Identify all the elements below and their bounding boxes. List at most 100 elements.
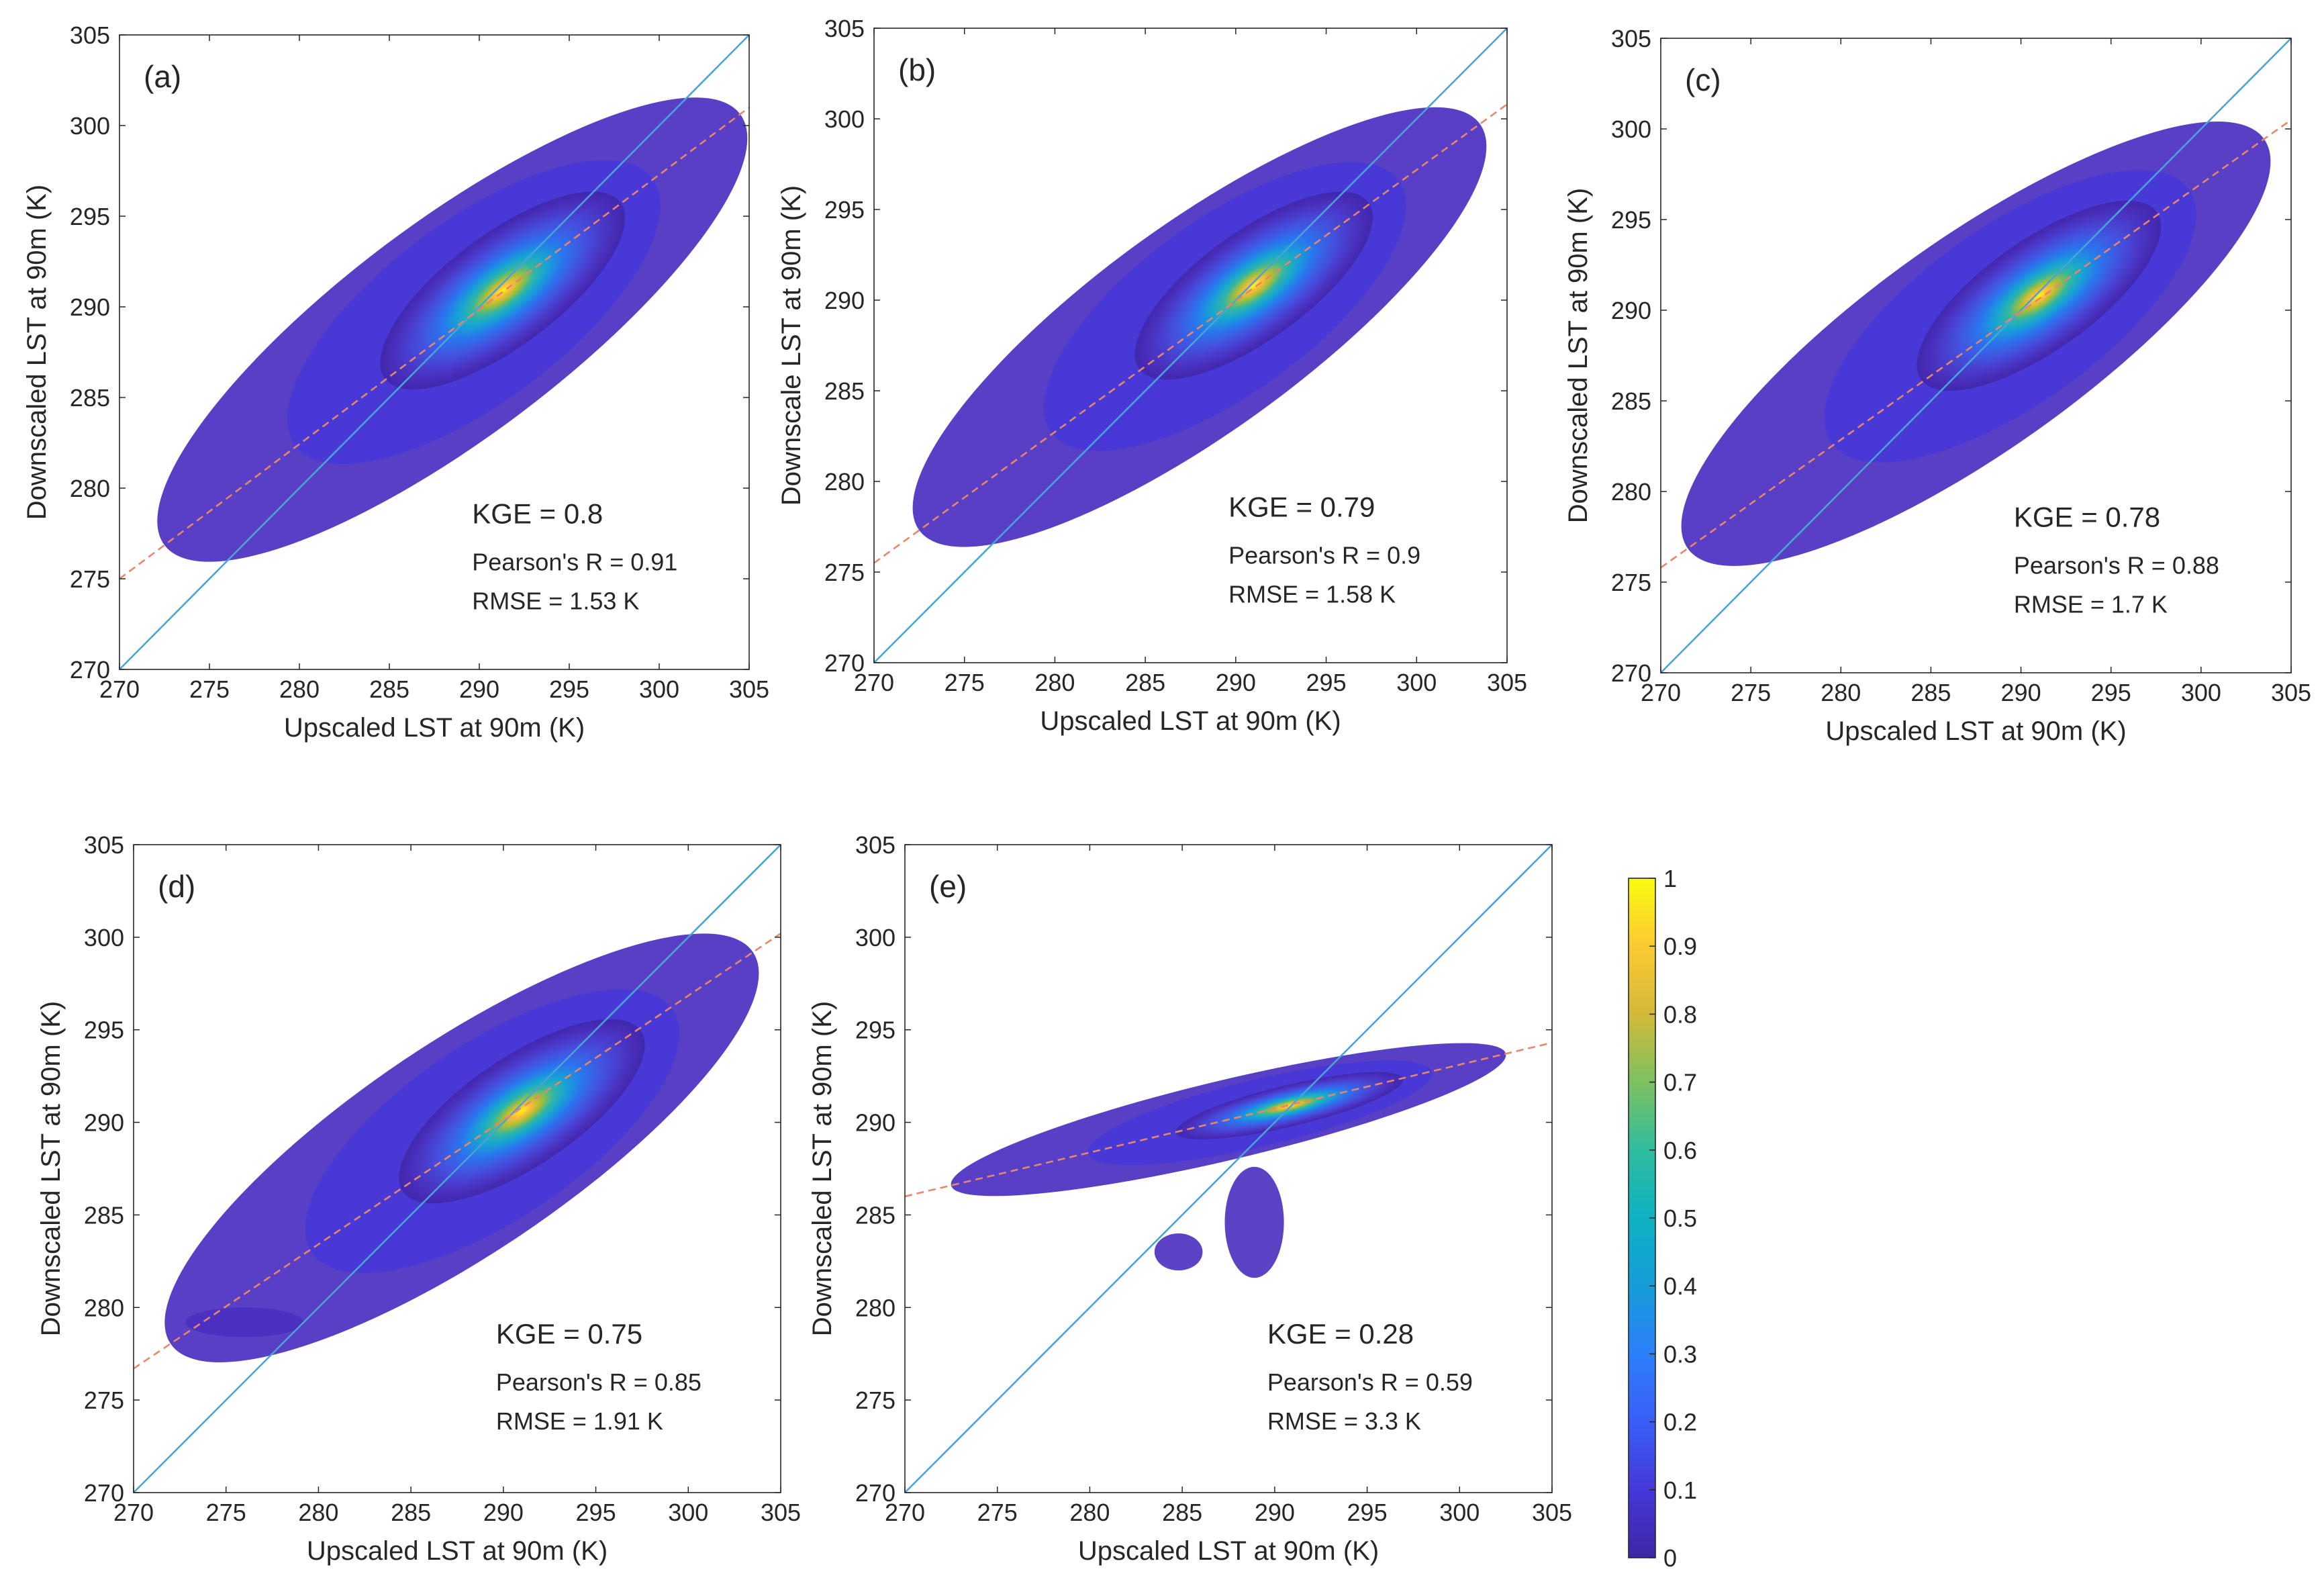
density-peak [399, 1019, 645, 1204]
x-tick-label: 300 [639, 675, 679, 703]
x-tick-label: 305 [761, 1499, 801, 1526]
colorbar-tick-label: 0.9 [1663, 933, 1697, 960]
kge-text: KGE = 0.8 [472, 498, 603, 530]
x-tick-label: 280 [279, 675, 320, 703]
x-tick-label: 295 [549, 675, 589, 703]
y-tick-label: 295 [84, 1017, 124, 1044]
y-tick-label: 305 [84, 831, 124, 859]
regression-fit-line [133, 933, 781, 1370]
pearson-r-text: Pearson's R = 0.85 [496, 1368, 701, 1396]
y-tick-label: 305 [70, 21, 110, 49]
y-tick-label: 290 [84, 1109, 124, 1137]
panel-b: 270 275 280 285 290 295 300 305 270 275 280 285 290 2… [777, 15, 1527, 736]
y-tick-label: 300 [855, 924, 895, 951]
x-tick-label: 285 [369, 675, 409, 703]
rmse-text: RMSE = 1.7 K [2014, 591, 2168, 618]
colorbar-tick-label: 1 [1663, 865, 1677, 892]
x-tick-label: 270 [1641, 679, 1681, 706]
axes-frame [1660, 38, 2292, 673]
colorbar-tick-label: 0.5 [1663, 1205, 1697, 1232]
x-tick-label: 275 [1731, 679, 1771, 706]
panel-label: (d) [158, 869, 195, 904]
y-tick-label: 270 [824, 649, 865, 677]
y-tick-label: 275 [855, 1387, 895, 1414]
x-tick-label: 290 [1216, 669, 1256, 696]
y-axis-label: Downscaled LST at 90m (K) [22, 185, 52, 520]
x-axis-label: Upscaled LST at 90m (K) [307, 1536, 608, 1566]
y-tick-label: 300 [824, 105, 865, 133]
pearson-r-text: Pearson's R = 0.9 [1228, 542, 1420, 569]
x-tick-label: 290 [483, 1499, 524, 1526]
y-tick-label: 295 [1611, 206, 1651, 234]
y-tick-label: 300 [70, 112, 110, 140]
x-tick-label: 295 [2091, 679, 2131, 706]
pearson-r-text: Pearson's R = 0.91 [472, 549, 677, 576]
colorbar-tick-label: 0.8 [1663, 1000, 1697, 1028]
y-tick-label: 275 [824, 559, 865, 586]
panel-label: (e) [929, 869, 967, 904]
y-tick-label: 300 [1611, 115, 1651, 143]
y-tick-label: 275 [1611, 569, 1651, 596]
one-to-one-line [119, 34, 750, 670]
x-tick-label: 290 [459, 675, 499, 703]
x-tick-label: 295 [576, 1499, 616, 1526]
colorbar: 0 0.1 0.2 0.3 0.4 0.5 0.6 0.7 0.8 0.9 1 [1628, 865, 1697, 1572]
x-tick-label: 300 [1439, 1499, 1480, 1526]
x-tick-label: 305 [729, 675, 769, 703]
y-tick-label: 285 [824, 377, 865, 405]
rmse-text: RMSE = 1.53 K [472, 588, 639, 615]
colorbar-tick-label: 0 [1663, 1544, 1677, 1572]
x-axis-label: Upscaled LST at 90m (K) [1825, 716, 2126, 746]
one-to-one-line [1660, 38, 2292, 673]
x-axis-label: Upscaled LST at 90m (K) [1040, 706, 1341, 736]
colorbar-tick-label: 0.4 [1663, 1272, 1697, 1300]
panel-e: 270 275 280 285 290 295 300 305 270 275 280 285 290 2… [808, 831, 1572, 1566]
x-tick-label: 275 [189, 675, 230, 703]
panel-label: (c) [1685, 62, 1721, 97]
y-axis-label: Downscaled LST at 90m (K) [1563, 188, 1593, 523]
y-tick-label: 270 [70, 656, 110, 684]
rmse-text: RMSE = 1.91 K [496, 1407, 663, 1435]
kge-text: KGE = 0.79 [1228, 491, 1375, 523]
x-tick-label: 270 [854, 669, 894, 696]
x-axis-label: Upscaled LST at 90m (K) [284, 713, 585, 743]
y-tick-label: 280 [855, 1294, 895, 1321]
x-tick-label: 300 [668, 1499, 708, 1526]
point-cluster [185, 1307, 304, 1337]
rmse-text: RMSE = 3.3 K [1267, 1407, 1421, 1435]
y-tick-label: 280 [70, 475, 110, 502]
x-tick-label: 300 [2181, 679, 2221, 706]
y-tick-label: 295 [70, 203, 110, 230]
y-tick-label: 305 [855, 831, 895, 859]
x-tick-label: 270 [113, 1499, 154, 1526]
panel-c: 270 275 280 285 290 295 300 305 270 275 280 285 290 2… [1563, 25, 2311, 746]
x-tick-label: 295 [1347, 1499, 1388, 1526]
x-tick-label: 285 [391, 1499, 431, 1526]
kge-text: KGE = 0.78 [2014, 502, 2160, 533]
x-axis-label: Upscaled LST at 90m (K) [1078, 1536, 1379, 1566]
y-tick-label: 300 [84, 924, 124, 951]
x-tick-label: 275 [945, 669, 985, 696]
y-axis-label: Downscaled LST at 90m (K) [808, 1001, 837, 1336]
one-to-one-line [133, 844, 781, 1493]
y-tick-label: 290 [824, 287, 865, 314]
one-to-one-line [904, 844, 1553, 1493]
axes-frame [119, 34, 750, 670]
density-peak [380, 191, 626, 390]
x-tick-label: 280 [1821, 679, 1861, 706]
y-tick-label: 285 [70, 384, 110, 412]
y-tick-label: 280 [824, 468, 865, 496]
regression-fit-line [873, 103, 1508, 564]
axes-frame [873, 28, 1508, 663]
pearson-r-text: Pearson's R = 0.59 [1267, 1368, 1473, 1396]
x-tick-label: 280 [1069, 1499, 1110, 1526]
x-tick-label: 285 [1125, 669, 1165, 696]
density-peak [1175, 1072, 1404, 1139]
one-to-one-line [873, 28, 1508, 663]
x-tick-label: 305 [2271, 679, 2311, 706]
y-tick-label: 305 [824, 15, 865, 42]
panel-label: (a) [144, 59, 181, 94]
x-tick-label: 300 [1396, 669, 1437, 696]
x-tick-label: 280 [1034, 669, 1075, 696]
point-cluster [1154, 1233, 1203, 1271]
